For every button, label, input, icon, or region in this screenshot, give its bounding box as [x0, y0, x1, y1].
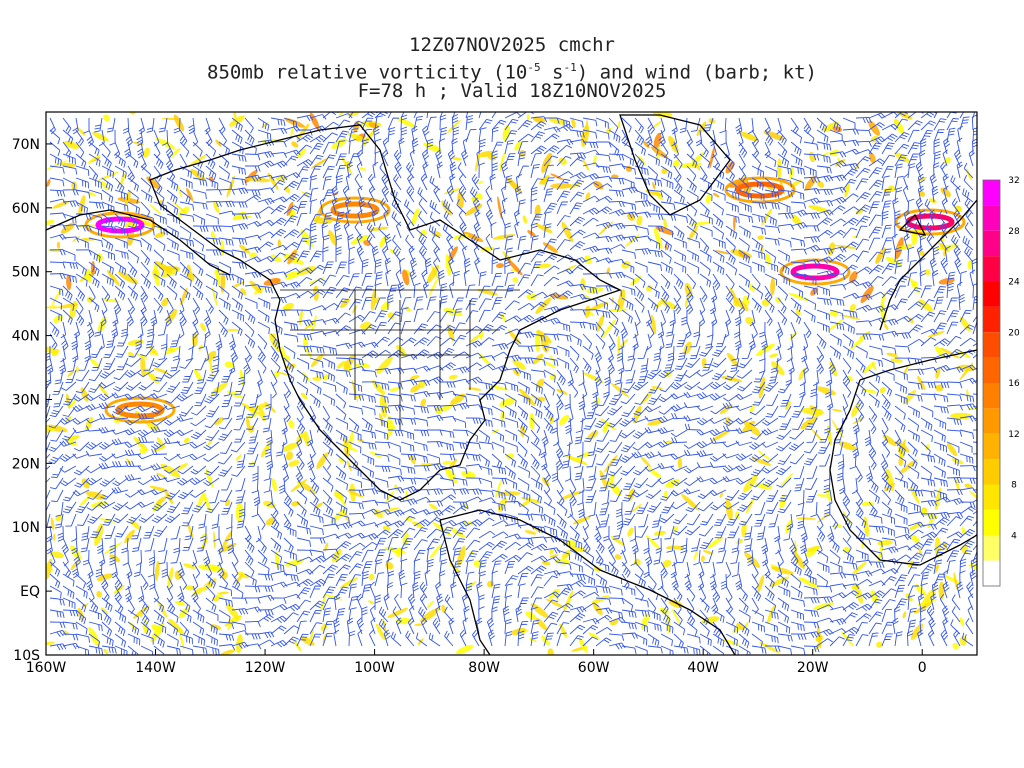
lon-label: 60W	[578, 660, 610, 676]
lon-label: 140W	[135, 660, 176, 676]
lat-label: EQ	[20, 584, 40, 600]
colorbar-swatch	[983, 306, 1000, 333]
lon-label: 80W	[468, 660, 500, 676]
colorbar-swatch	[983, 459, 1000, 485]
lon-label: 40W	[687, 660, 719, 676]
lat-label: 10N	[12, 520, 40, 536]
colorbar-tick: 12	[1008, 430, 1019, 440]
map-frame	[45, 111, 978, 656]
lat-label: 40N	[12, 329, 40, 345]
wind-barbs	[46, 112, 977, 655]
colorbar-swatch	[983, 281, 1000, 307]
title-line-1: 12Z07NOV2025 cmchr	[409, 34, 615, 56]
coast-north-america	[149, 124, 622, 501]
colorbar-tick: 32	[1008, 176, 1019, 186]
lon-label: 160W	[26, 660, 67, 676]
title-line-3: F=78 h ; Valid 18Z10NOV2025	[357, 80, 667, 102]
lat-label: 10S	[13, 648, 40, 664]
lat-label: 70N	[12, 137, 40, 153]
colorbar-swatch	[983, 560, 1000, 586]
colorbar-swatch	[983, 383, 1000, 409]
colorbar-swatch	[983, 180, 1000, 206]
title-line-2: 850mb relative vorticity (10-5 s-1) and …	[207, 61, 817, 84]
coast-africa	[829, 349, 977, 566]
colorbar-tick: 4	[1011, 531, 1017, 541]
coast-greenland	[619, 114, 731, 216]
colorbar-tick: 28	[1008, 227, 1020, 237]
lon-label: 0	[918, 660, 927, 676]
colorbar-swatch	[983, 230, 1000, 257]
colorbar: 4 8 12 16 20 24 28 32	[982, 176, 1020, 587]
colorbar-swatch	[983, 256, 1000, 282]
colorbar-swatch	[983, 205, 1000, 231]
lat-label: 60N	[12, 201, 40, 217]
state-borders	[280, 289, 520, 430]
lon-label: 20W	[797, 660, 829, 676]
colorbar-swatch	[983, 484, 1000, 510]
coast-europe	[879, 199, 977, 331]
colorbar-swatch	[983, 509, 1000, 536]
coast-alaska	[46, 209, 231, 276]
colorbar-tick: 8	[1011, 481, 1017, 491]
colorbar-tick: 16	[1008, 379, 1020, 389]
lon-label: 100W	[354, 660, 395, 676]
coastlines	[46, 114, 977, 655]
colorbar-tick: 20	[1008, 328, 1020, 338]
colorbar-swatch	[983, 357, 1000, 383]
lat-label: 50N	[12, 265, 40, 281]
coast-south-america	[439, 509, 736, 655]
lon-label: 120W	[245, 660, 286, 676]
colorbar-tick: 24	[1008, 278, 1020, 288]
colorbar-swatch	[983, 535, 1000, 561]
colorbar-swatch	[983, 408, 1000, 434]
lat-label: 30N	[12, 392, 40, 408]
colorbar-swatch	[983, 433, 1000, 460]
colorbar-swatch	[983, 332, 1000, 358]
lat-label: 20N	[12, 456, 40, 472]
